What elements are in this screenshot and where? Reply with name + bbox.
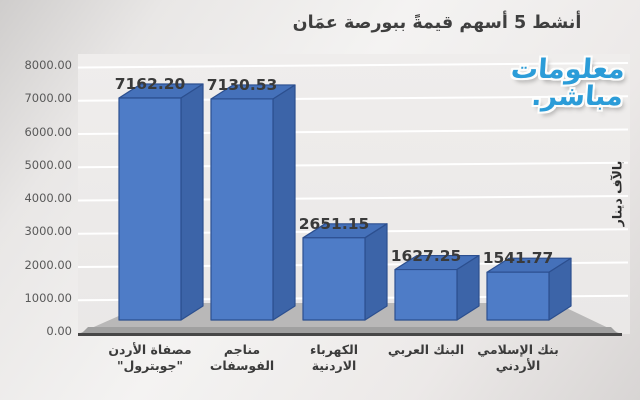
category-label: مصفاة الأردن "جوبترول"	[108, 342, 192, 373]
y-axis-tick: 1000.00	[24, 290, 72, 305]
bar-1	[210, 84, 296, 321]
y-axis-tick: 4000.00	[24, 191, 72, 205]
bar-face	[394, 268, 458, 321]
y-axis-tick: 6000.00	[24, 124, 72, 139]
bar-face	[272, 84, 296, 321]
value-label: 1541.77	[482, 249, 554, 268]
bar-3	[394, 254, 480, 321]
category-label: الكهرباء الاردنية	[309, 342, 359, 373]
bar-face	[302, 237, 366, 321]
bar-face	[180, 83, 204, 321]
bar-face	[486, 271, 550, 321]
bar-2	[302, 223, 388, 321]
bar-4	[486, 257, 572, 321]
chart-title: أنشط 5 أسهم قيمةً ببورصة عمَان	[292, 13, 582, 33]
bar-0	[118, 83, 204, 321]
value-axis-title: بالآف دينار	[609, 160, 625, 227]
bar-face	[118, 97, 182, 321]
gridline	[77, 62, 629, 69]
category-label: مناجم الفوسفات	[209, 342, 275, 373]
y-axis-tick: 8000.00	[24, 58, 72, 72]
bar-face	[364, 223, 388, 321]
value-label: 1627.25	[390, 246, 462, 265]
y-axis-tick: 2000.00	[24, 257, 72, 272]
logo-line1: معلومات	[509, 54, 627, 85]
y-axis-tick: 5000.00	[24, 157, 72, 172]
category-label: البنك العربي	[387, 342, 465, 357]
mubasher-info-logo: معلومات مباشر.	[508, 54, 627, 112]
category-label: بنك الإسلامي الأردني	[477, 342, 559, 373]
logo-line2: مباشر.	[530, 81, 625, 112]
value-label: 7162.20	[114, 74, 186, 93]
bar-face	[210, 98, 274, 321]
y-axis-tick: 0.00	[46, 324, 72, 338]
y-axis-tick: 3000.00	[24, 224, 72, 239]
y-axis-tick: 7000.00	[24, 91, 72, 106]
value-label: 2651.15	[298, 214, 370, 233]
chart-floor-bevel	[82, 327, 617, 333]
value-label: 7130.53	[206, 75, 278, 94]
